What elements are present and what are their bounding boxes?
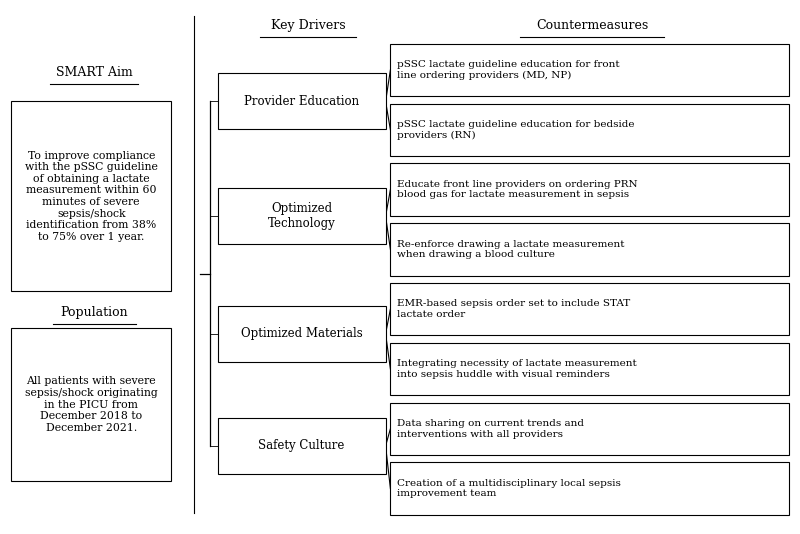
Bar: [218, 418, 386, 474]
Bar: [390, 403, 789, 455]
Text: Optimized Materials: Optimized Materials: [241, 327, 362, 340]
Bar: [390, 462, 789, 515]
Bar: [390, 283, 789, 335]
Text: EMR-based sepsis order set to include STAT
lactate order: EMR-based sepsis order set to include ST…: [397, 300, 630, 319]
Text: Safety Culture: Safety Culture: [258, 439, 345, 452]
Bar: [218, 305, 386, 362]
Text: pSSC lactate guideline education for front
line ordering providers (MD, NP): pSSC lactate guideline education for fro…: [397, 60, 619, 80]
Bar: [390, 343, 789, 395]
Text: All patients with severe
sepsis/shock originating
in the PICU from
December 2018: All patients with severe sepsis/shock or…: [25, 376, 158, 433]
Bar: [11, 328, 171, 481]
Bar: [218, 73, 386, 129]
Bar: [390, 44, 789, 96]
Bar: [390, 223, 789, 276]
Text: Data sharing on current trends and
interventions with all providers: Data sharing on current trends and inter…: [397, 419, 584, 438]
Text: Population: Population: [61, 306, 128, 319]
Text: Countermeasures: Countermeasures: [536, 19, 648, 32]
Text: Integrating necessity of lactate measurement
into sepsis huddle with visual remi: Integrating necessity of lactate measure…: [397, 359, 637, 379]
Text: Optimized
Technology: Optimized Technology: [268, 202, 335, 230]
Text: Provider Education: Provider Education: [244, 95, 359, 108]
Text: SMART Aim: SMART Aim: [56, 66, 133, 78]
Text: pSSC lactate guideline education for bedside
providers (RN): pSSC lactate guideline education for bed…: [397, 120, 634, 139]
Bar: [11, 101, 171, 291]
Text: Key Drivers: Key Drivers: [270, 19, 346, 32]
Text: Educate front line providers on ordering PRN
blood gas for lactate measurement i: Educate front line providers on ordering…: [397, 180, 638, 199]
Text: Creation of a multidisciplinary local sepsis
improvement team: Creation of a multidisciplinary local se…: [397, 479, 621, 498]
Bar: [390, 104, 789, 156]
Text: Re-enforce drawing a lactate measurement
when drawing a blood culture: Re-enforce drawing a lactate measurement…: [397, 240, 624, 259]
Bar: [218, 189, 386, 245]
Bar: [390, 163, 789, 216]
Text: To improve compliance
with the pSSC guideline
of obtaining a lactate
measurement: To improve compliance with the pSSC guid…: [25, 151, 158, 242]
